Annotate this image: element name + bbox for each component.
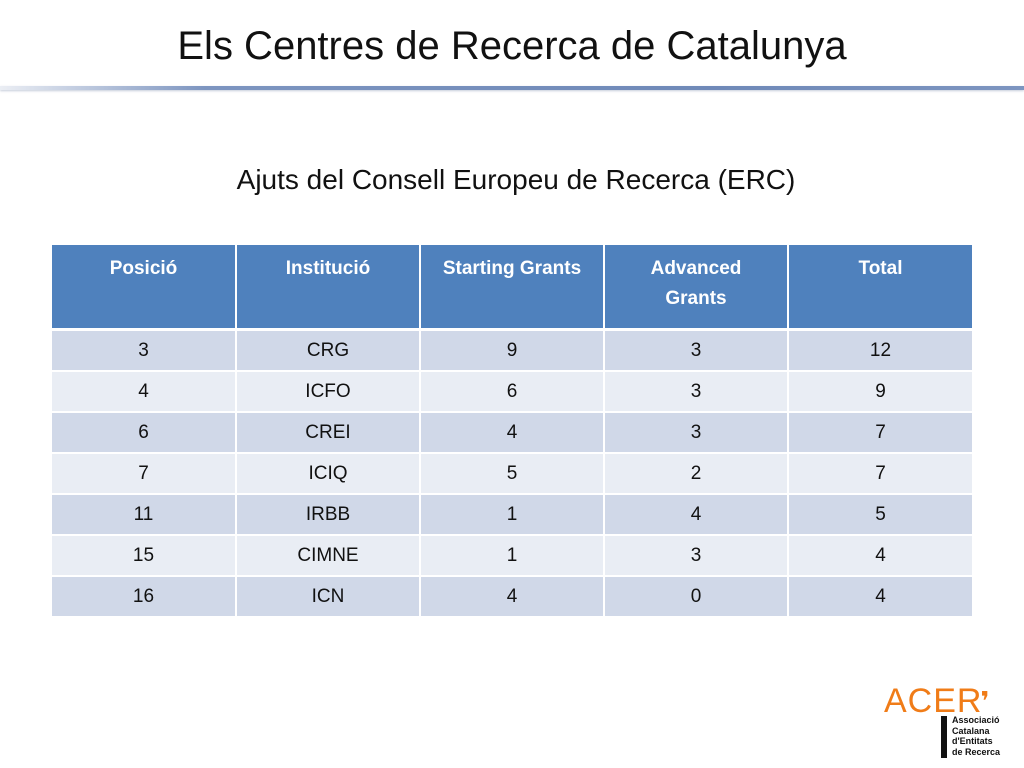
cell-position: 7: [52, 453, 237, 495]
header-starting-grants: Starting Grants: [420, 245, 605, 331]
logo-wordmark: ACER❜: [884, 682, 990, 720]
slide-title: Els Centres de Recerca de Catalunya: [177, 24, 847, 68]
cell-starting-grants: 1: [420, 494, 605, 536]
table-row: 7 ICIQ 5 2 7: [52, 453, 972, 495]
table-row: 16 ICN 4 0 4: [52, 576, 972, 618]
table-row: 6 CREI 4 3 7: [52, 412, 972, 454]
cell-position: 15: [52, 535, 237, 577]
cell-advanced-grants: 3: [604, 329, 789, 372]
logo-caption-line: Catalana: [952, 725, 990, 736]
header-total: Total: [788, 245, 972, 331]
cell-advanced-grants: 2: [604, 453, 789, 495]
cell-institution: CRG: [236, 329, 421, 372]
header-institution: Institució: [236, 245, 421, 331]
cell-institution: ICN: [236, 576, 421, 618]
table-row: 11 IRBB 1 4 5: [52, 494, 972, 536]
cell-total: 5: [788, 494, 972, 536]
cell-position: 6: [52, 412, 237, 454]
cell-position: 16: [52, 576, 237, 618]
cell-advanced-grants: 3: [604, 412, 789, 454]
table-row: 3 CRG 9 3 12: [52, 329, 972, 372]
cell-total: 4: [788, 535, 972, 577]
cell-position: 4: [52, 371, 237, 413]
cell-starting-grants: 4: [420, 412, 605, 454]
cell-starting-grants: 5: [420, 453, 605, 495]
acer-logo: ACER❜ Associació Catalana d'Entitats de …: [880, 682, 1010, 762]
cell-total: 7: [788, 412, 972, 454]
logo-caption: Associació Catalana d'Entitats de Recerc…: [952, 715, 1000, 757]
cell-total: 7: [788, 453, 972, 495]
cell-institution: IRBB: [236, 494, 421, 536]
cell-advanced-grants: 3: [604, 371, 789, 413]
cell-total: 12: [788, 329, 972, 372]
cell-position: 11: [52, 494, 237, 536]
logo-caption-line: d'Entitats: [952, 736, 993, 746]
cell-total: 9: [788, 371, 972, 413]
cell-starting-grants: 6: [420, 371, 605, 413]
cell-advanced-grants: 4: [604, 494, 789, 536]
logo-wordmark-text: ACER: [884, 682, 983, 720]
cell-total: 4: [788, 576, 972, 618]
header-advanced-grants: Advanced Grants: [604, 245, 789, 331]
cell-position: 3: [52, 329, 237, 372]
cell-advanced-grants: 3: [604, 535, 789, 577]
cell-institution: ICFO: [236, 371, 421, 413]
title-divider: [0, 86, 1024, 90]
cell-institution: CREI: [236, 412, 421, 454]
logo-caption-line: Associació: [952, 715, 1000, 725]
logo-vertical-bar: [941, 716, 947, 758]
cell-starting-grants: 9: [420, 329, 605, 372]
erc-grants-table: Posició Institució Starting Grants Advan…: [52, 245, 972, 618]
header-position: Posició: [52, 245, 237, 331]
cell-starting-grants: 1: [420, 535, 605, 577]
cell-institution: ICIQ: [236, 453, 421, 495]
table-row: 15 CIMNE 1 3 4: [52, 535, 972, 577]
table-header-row: Posició Institució Starting Grants Advan…: [52, 245, 972, 331]
cell-advanced-grants: 0: [604, 576, 789, 618]
cell-starting-grants: 4: [420, 576, 605, 618]
logo-caption-line: de Recerca: [952, 746, 1001, 757]
table-row: 4 ICFO 6 3 9: [52, 371, 972, 413]
logo-quote-mark-icon: ❜: [980, 686, 991, 716]
table-subtitle: Ajuts del Consell Europeu de Recerca (ER…: [236, 164, 796, 195]
cell-institution: CIMNE: [236, 535, 421, 577]
